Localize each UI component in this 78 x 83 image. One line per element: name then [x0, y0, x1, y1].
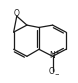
- Text: N: N: [49, 51, 55, 60]
- Text: +: +: [55, 50, 59, 55]
- Text: −: −: [55, 72, 59, 77]
- Text: O: O: [14, 9, 20, 18]
- Text: O: O: [49, 67, 55, 76]
